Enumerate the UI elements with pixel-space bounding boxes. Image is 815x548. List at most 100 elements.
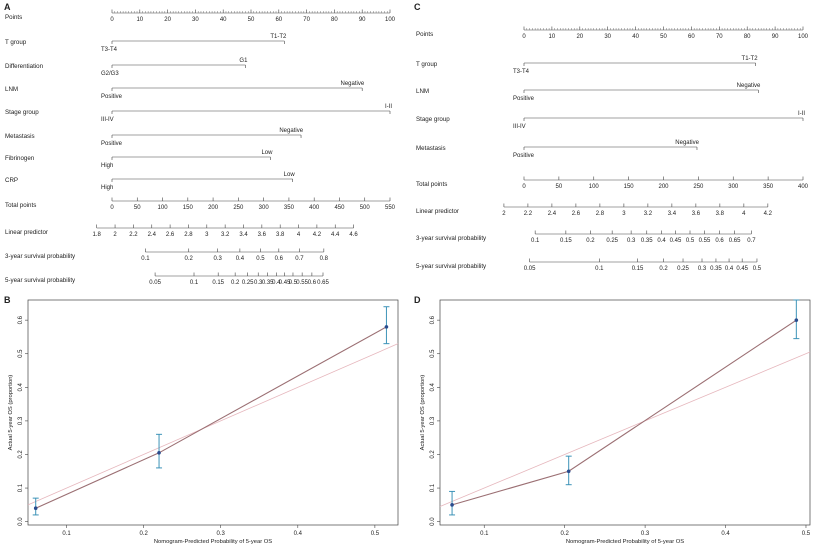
stage-group-high-level: I-II <box>798 111 805 117</box>
y-tick-label: 0.6 <box>430 315 436 324</box>
3-year-survival-probability-tick-label: 0.8 <box>320 256 329 262</box>
5-year-survival-probability-tick-label: 0.25 <box>242 280 254 286</box>
points-tick-label: 80 <box>331 17 338 23</box>
total-points-tick-label: 100 <box>158 205 169 211</box>
lnm-low-level: Positive <box>513 96 535 102</box>
linear-predictor-tick-label: 2 <box>113 232 117 238</box>
row-label-linear-predictor: Linear predictor <box>416 208 459 215</box>
calibration-line <box>35 326 387 509</box>
row-label-t-group: T group <box>416 61 438 68</box>
linear-predictor-tick-label: 2.2 <box>524 211 533 217</box>
y-tick-label: 0.0 <box>430 517 436 526</box>
total-points-tick-label: 400 <box>798 184 809 190</box>
5-year-survival-probability-tick-label: 0.5 <box>753 266 762 272</box>
linear-predictor-tick-label: 4 <box>297 232 301 238</box>
t-group-high-level: T1-T2 <box>270 34 287 40</box>
row-label-3-year-survival-probability: 3-year survival probability <box>416 235 487 242</box>
y-tick-label: 0.5 <box>430 349 436 358</box>
total-points-tick-label: 150 <box>183 205 194 211</box>
calibration-point <box>450 503 454 507</box>
t-group-low-level: T3-T4 <box>513 69 530 75</box>
linear-predictor-tick-label: 4.2 <box>313 232 322 238</box>
row-label-stage-group: Stage group <box>416 116 450 123</box>
calibration-point <box>566 469 571 474</box>
points-tick-label: 60 <box>688 34 695 40</box>
total-points-tick-label: 400 <box>309 205 320 211</box>
crp-high-level: Low <box>284 172 296 178</box>
x-tick-label: 0.3 <box>217 531 226 537</box>
linear-predictor-tick-label: 1.8 <box>93 232 102 238</box>
calibration-point <box>157 450 161 455</box>
x-tick-label: 0.5 <box>371 531 380 537</box>
5-year-survival-probability-tick-label: 0.45 <box>279 280 291 286</box>
5-year-survival-probability-tick-label: 0.05 <box>149 280 161 286</box>
total-points-tick-label: 200 <box>208 205 219 211</box>
x-tick-label: 0.5 <box>802 531 811 537</box>
y-tick-label: 0.1 <box>18 483 24 492</box>
x-axis-title: Nomogram-Predicted Probability of 5-year… <box>566 539 684 545</box>
linear-predictor-tick-label: 3.2 <box>644 211 653 217</box>
y-tick-label: 0.3 <box>18 416 24 425</box>
points-tick-label: 90 <box>772 34 779 40</box>
linear-predictor-tick-label: 4 <box>742 211 746 217</box>
3-year-survival-probability-tick-label: 0.2 <box>185 256 194 262</box>
linear-predictor-tick-label: 3.6 <box>258 232 267 238</box>
3-year-survival-probability-tick-label: 0.5 <box>686 238 695 244</box>
linear-predictor-tick-label: 2 <box>502 211 506 217</box>
linear-predictor-tick-label: 3.8 <box>276 232 285 238</box>
linear-predictor-tick-label: 2.6 <box>166 232 175 238</box>
points-tick-label: 40 <box>632 34 639 40</box>
3-year-survival-probability-tick-label: 0.3 <box>213 256 222 262</box>
y-axis-title: Actual 5-year OS (proportion) <box>420 375 426 451</box>
stage-group-low-level: III-IV <box>101 117 114 123</box>
points-tick-label: 30 <box>192 17 199 23</box>
linear-predictor-tick-label: 2.6 <box>572 211 581 217</box>
3-year-survival-probability-tick-label: 0.5 <box>256 256 265 262</box>
points-tick-label: 10 <box>549 34 556 40</box>
total-points-tick-label: 50 <box>134 205 141 211</box>
linear-predictor-tick-label: 4.6 <box>349 232 358 238</box>
3-year-survival-probability-tick-label: 0.55 <box>699 238 711 244</box>
total-points-tick-label: 150 <box>624 184 635 190</box>
linear-predictor-tick-label: 3.6 <box>692 211 701 217</box>
3-year-survival-probability-tick-label: 0.2 <box>586 238 595 244</box>
t-group-high-level: T1-T2 <box>742 56 759 62</box>
y-tick-label: 0.4 <box>430 382 436 391</box>
points-tick-label: 100 <box>385 17 396 23</box>
points-tick-label: 70 <box>303 17 310 23</box>
5-year-survival-probability-tick-label: 0.3 <box>698 266 707 272</box>
metastasis-low-level: Positive <box>101 141 123 147</box>
total-points-tick-label: 300 <box>259 205 270 211</box>
x-tick-label: 0.1 <box>62 531 71 537</box>
linear-predictor-tick-label: 3 <box>622 211 626 217</box>
linear-predictor-tick-label: 3 <box>205 232 209 238</box>
points-tick-label: 60 <box>275 17 282 23</box>
5-year-survival-probability-tick-label: 0.5 <box>289 280 298 286</box>
crp-low-level: High <box>101 185 113 191</box>
3-year-survival-probability-tick-label: 0.6 <box>715 238 724 244</box>
calibration-point <box>794 318 799 322</box>
calibration-panel-d: D 0.1 0.2 0.3 0.4 0.5 0.0 0.1 0.2 0.3 0.4 0.5 0.6 No… <box>414 295 811 545</box>
row-label-total-points: Total points <box>5 202 36 209</box>
points-tick-label: 40 <box>220 17 227 23</box>
linear-predictor-tick-label: 3.8 <box>716 211 725 217</box>
points-tick-label: 50 <box>248 17 255 23</box>
y-tick-label: 0.2 <box>18 450 24 459</box>
linear-predictor-tick-label: 2.2 <box>129 232 138 238</box>
5-year-survival-probability-tick-label: 0.1 <box>595 266 604 272</box>
points-tick-label: 20 <box>164 17 171 23</box>
points-tick-label: 30 <box>604 34 611 40</box>
row-label-stage-group: Stage group <box>5 109 39 116</box>
3-year-survival-probability-tick-label: 0.1 <box>141 256 150 262</box>
panel-letter-c: C <box>414 2 421 12</box>
5-year-survival-probability-tick-label: 0.35 <box>710 266 722 272</box>
y-tick-label: 0.1 <box>430 483 436 492</box>
5-year-survival-probability-tick-label: 0.05 <box>524 266 536 272</box>
points-tick-label: 0 <box>110 17 114 23</box>
5-year-survival-probability-tick-label: 0.55 <box>296 280 308 286</box>
5-year-survival-probability-tick-label: 0.2 <box>231 280 240 286</box>
row-label-metastasis: Metastasis <box>5 133 35 140</box>
y-tick-label: 0.4 <box>18 382 24 391</box>
